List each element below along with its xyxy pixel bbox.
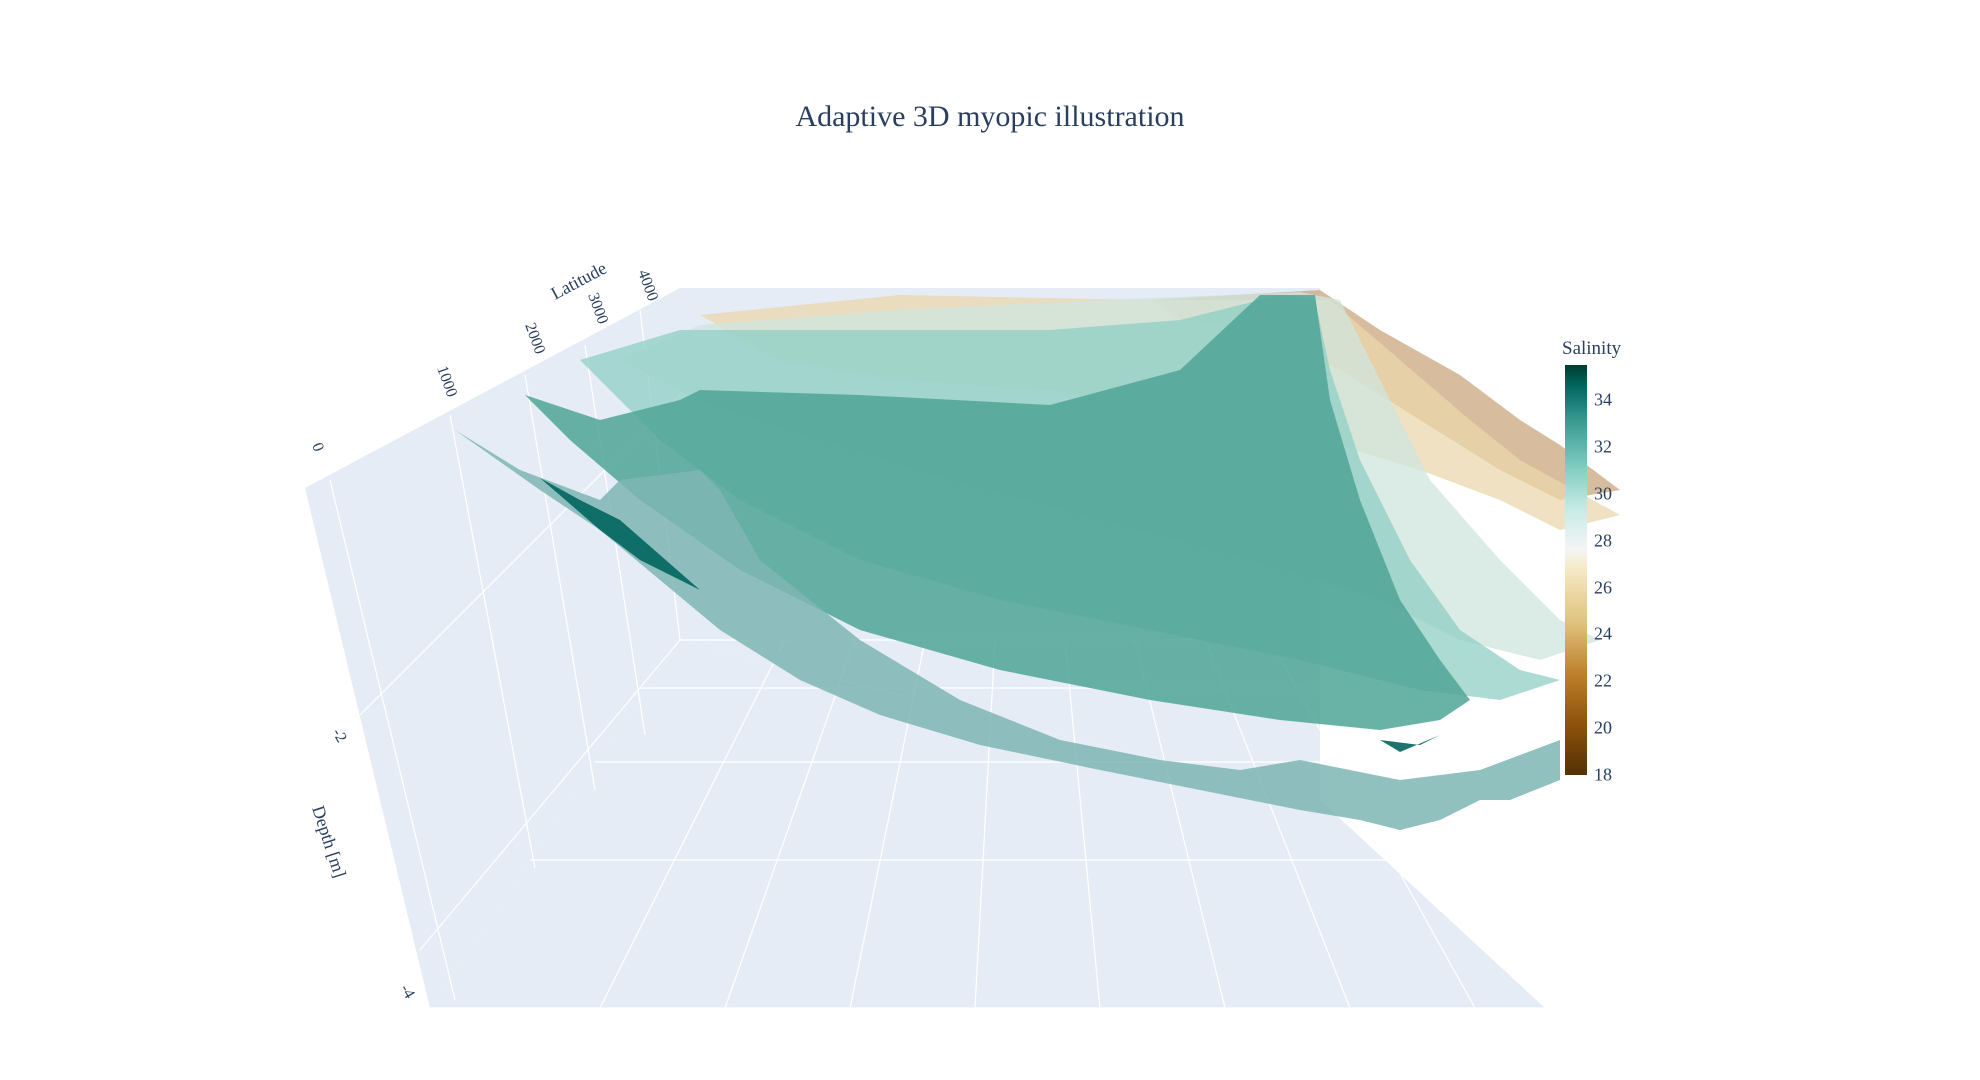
y-tick-label: 4000 xyxy=(634,268,661,304)
colorbar-tick-label: 30 xyxy=(1594,483,1612,504)
y-tick-label: 1000 xyxy=(433,364,460,400)
grid-line xyxy=(599,639,786,1009)
salinity-surfaces xyxy=(455,290,1620,830)
surface-ridge-highlight xyxy=(1380,735,1440,752)
left-wall xyxy=(305,288,680,1008)
colorbar-title: Salinity xyxy=(1562,338,1622,359)
y-tick-label: 2000 xyxy=(521,321,548,357)
grid-line xyxy=(974,639,996,1009)
colorbar-tick-label: 18 xyxy=(1594,764,1612,785)
z-axis-title: Depth [m] xyxy=(308,803,350,880)
chart-title: Adaptive 3D myopic illustration xyxy=(795,100,1185,133)
grid-lines xyxy=(329,309,1545,1009)
z-tick-label: -2 xyxy=(329,726,350,746)
grid-line xyxy=(419,639,681,951)
surface-salinity-32 xyxy=(525,295,1470,730)
grid-line xyxy=(329,479,456,1001)
grid-line xyxy=(1064,639,1101,1009)
colorbar-tick-label: 26 xyxy=(1594,577,1612,598)
colorbar-tick-label: 28 xyxy=(1594,530,1612,551)
grid-line xyxy=(724,639,856,1009)
colorbar-tick-label: 20 xyxy=(1594,717,1612,738)
colorbar-tick-label: 22 xyxy=(1594,670,1612,691)
z-tick-label: -4 xyxy=(397,982,418,1002)
colorbar xyxy=(1565,365,1587,775)
y-tick-label: 3000 xyxy=(584,291,611,327)
grid-line xyxy=(449,414,536,869)
colorbar-tick-label: 32 xyxy=(1594,436,1612,457)
grid-line xyxy=(524,374,596,791)
surface-salinity-33 xyxy=(455,430,1560,830)
floor-plane xyxy=(430,640,1545,1008)
colorbar-tick-label: 34 xyxy=(1594,389,1612,410)
y-tick-label: 0 xyxy=(308,441,327,454)
grid-line xyxy=(1134,639,1226,1009)
surface-ridge-highlight xyxy=(540,478,700,590)
colorbar-tick-label: 24 xyxy=(1594,623,1612,644)
